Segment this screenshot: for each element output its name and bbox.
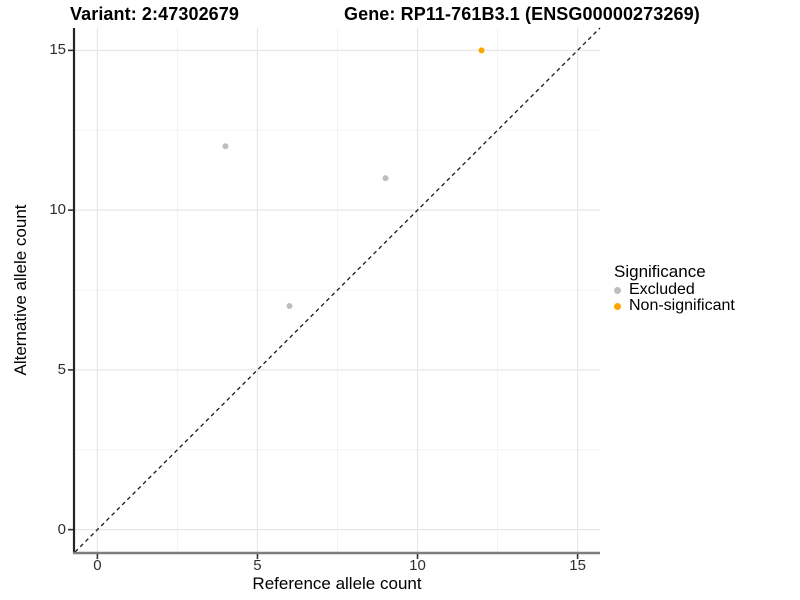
data-point-non-significant [478, 47, 485, 54]
legend-title: Significance [614, 262, 706, 281]
identity-line [74, 27, 601, 553]
y-axis-title: Alternative allele count [11, 204, 30, 376]
y-tick-label: 10 [49, 201, 66, 219]
legend-item-label: Excluded [629, 281, 695, 298]
variant-title: Variant: 2:47302679 [70, 4, 240, 24]
legend-item: Excluded [614, 281, 735, 298]
y-tick-label: 15 [49, 41, 66, 59]
x-tick-label: 10 [409, 557, 426, 574]
legend-swatch-icon [614, 302, 621, 310]
x-tick-label: 5 [253, 557, 262, 574]
data-point-excluded [222, 143, 229, 150]
legend: Significance Excluded Non-significant [614, 261, 735, 314]
data-point-excluded [382, 175, 389, 182]
legend-swatch-icon [614, 286, 621, 294]
x-tick-label: 0 [93, 557, 102, 574]
legend-item: Non-significant [614, 297, 735, 314]
legend-item-label: Non-significant [629, 297, 735, 314]
y-tick-label: 5 [57, 360, 66, 378]
x-tick-label: 15 [569, 557, 586, 574]
gene-title: Gene: RP11-761B3.1 (ENSG00000273269) [344, 4, 700, 24]
y-tick-label: 0 [57, 520, 66, 538]
x-axis-title: Reference allele count [252, 574, 422, 593]
legend-items: Excluded Non-significant [614, 281, 735, 314]
data-point-excluded [286, 302, 293, 309]
